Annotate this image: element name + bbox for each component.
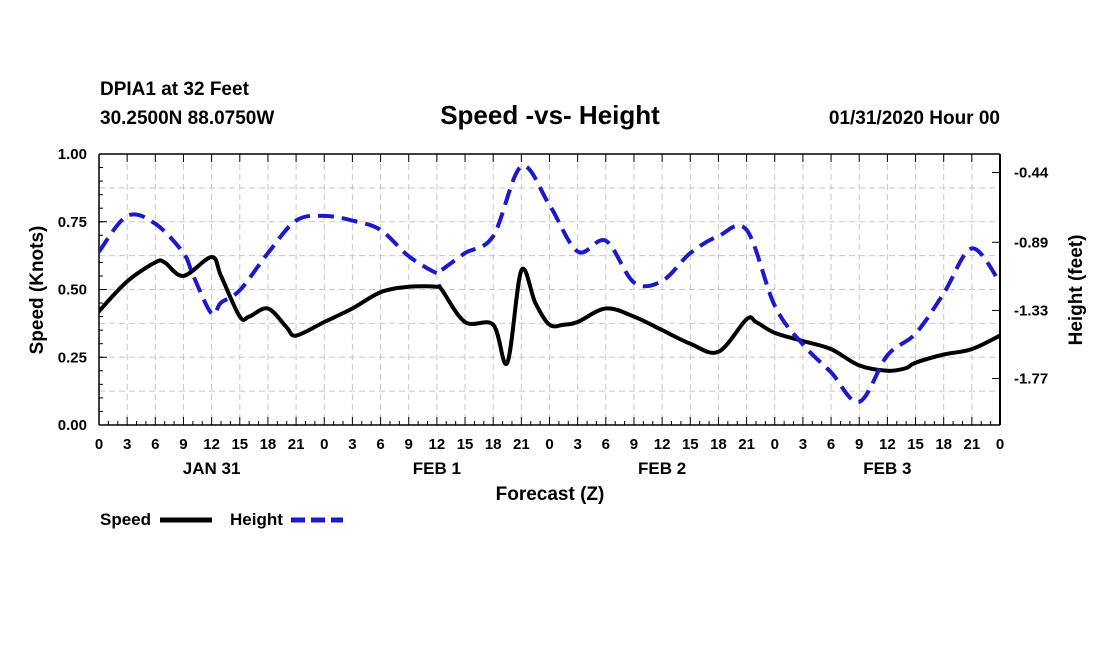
- x-tick-label: 21: [964, 436, 981, 453]
- x-tick-label: 3: [123, 436, 131, 453]
- x-tick-label: 12: [203, 436, 220, 453]
- height-series-line: [99, 163, 1000, 404]
- x-tick-label: 9: [179, 436, 187, 453]
- x-day-label: FEB 1: [413, 459, 461, 478]
- x-tick-label: 15: [907, 436, 924, 453]
- x-tick-label: 3: [573, 436, 581, 453]
- x-tick-label: 0: [996, 436, 1004, 453]
- x-tick-label: 18: [935, 436, 952, 453]
- x-tick-label: 15: [682, 436, 699, 453]
- x-tick-label: 9: [630, 436, 638, 453]
- x-tick-label: 0: [320, 436, 328, 453]
- chart-title: Speed -vs- Height: [440, 100, 660, 130]
- x-tick-label: 0: [545, 436, 553, 453]
- x-tick-label: 18: [260, 436, 277, 453]
- legend-speed-label: Speed: [100, 510, 151, 529]
- grid: [98, 153, 1001, 426]
- x-tick-label: 12: [879, 436, 896, 453]
- x-tick-label: 18: [485, 436, 502, 453]
- speed-series-line: [99, 255, 1000, 373]
- x-day-label: FEB 3: [863, 459, 911, 478]
- x-tick-label: 21: [288, 436, 305, 453]
- y-tick-label: 0.00: [58, 417, 87, 434]
- x-tick-label: 12: [429, 436, 446, 453]
- x-tick-label: 0: [95, 436, 103, 453]
- issued-time: 01/31/2020 Hour 00: [829, 108, 1000, 129]
- station-label: DPIA1 at 32 Feet: [100, 79, 250, 100]
- x-tick-label: 21: [513, 436, 530, 453]
- x-tick-label: 3: [348, 436, 356, 453]
- x-tick-label: 9: [405, 436, 413, 453]
- x-axis-label: Forecast (Z): [496, 484, 605, 505]
- y2-tick-label: -0.89: [1014, 234, 1048, 251]
- x-tick-label: 6: [376, 436, 384, 453]
- y2-axis-label: Height (feet): [1066, 235, 1087, 346]
- legend-height-label: Height: [230, 510, 283, 529]
- x-tick-label: 21: [738, 436, 755, 453]
- coordinates-label: 30.2500N 88.0750W: [100, 108, 274, 129]
- series-lines: [99, 163, 1000, 404]
- x-tick-label: 15: [231, 436, 248, 453]
- y-tick-label: 1.00: [58, 146, 87, 163]
- y2-tick-label: -1.77: [1014, 371, 1048, 388]
- y-tick-label: 0.75: [58, 214, 87, 231]
- x-tick-label: 15: [457, 436, 474, 453]
- y2-tick-label: -1.33: [1014, 302, 1048, 319]
- x-tick-label: 6: [827, 436, 835, 453]
- x-tick-label: 18: [710, 436, 727, 453]
- y-axis-label: Speed (Knots): [27, 226, 48, 355]
- axes: 0 3 6 9 12 15 18 21 0 3 6 9 12 15 18 21 0 3 6 9 12 15 18 21 0 3 6 9…: [58, 146, 1049, 478]
- y2-tick-label: -0.44: [1014, 165, 1049, 182]
- x-day-label: JAN 31: [183, 459, 241, 478]
- x-day-label: FEB 2: [638, 459, 686, 478]
- x-tick-label: 9: [855, 436, 863, 453]
- legend: Speed Height: [100, 510, 343, 529]
- x-tick-label: 12: [654, 436, 671, 453]
- y-tick-label: 0.25: [58, 349, 87, 366]
- x-tick-label: 0: [771, 436, 779, 453]
- x-tick-label: 6: [151, 436, 159, 453]
- x-tick-label: 6: [602, 436, 610, 453]
- x-tick-label: 3: [799, 436, 807, 453]
- y-tick-label: 0.50: [58, 282, 87, 299]
